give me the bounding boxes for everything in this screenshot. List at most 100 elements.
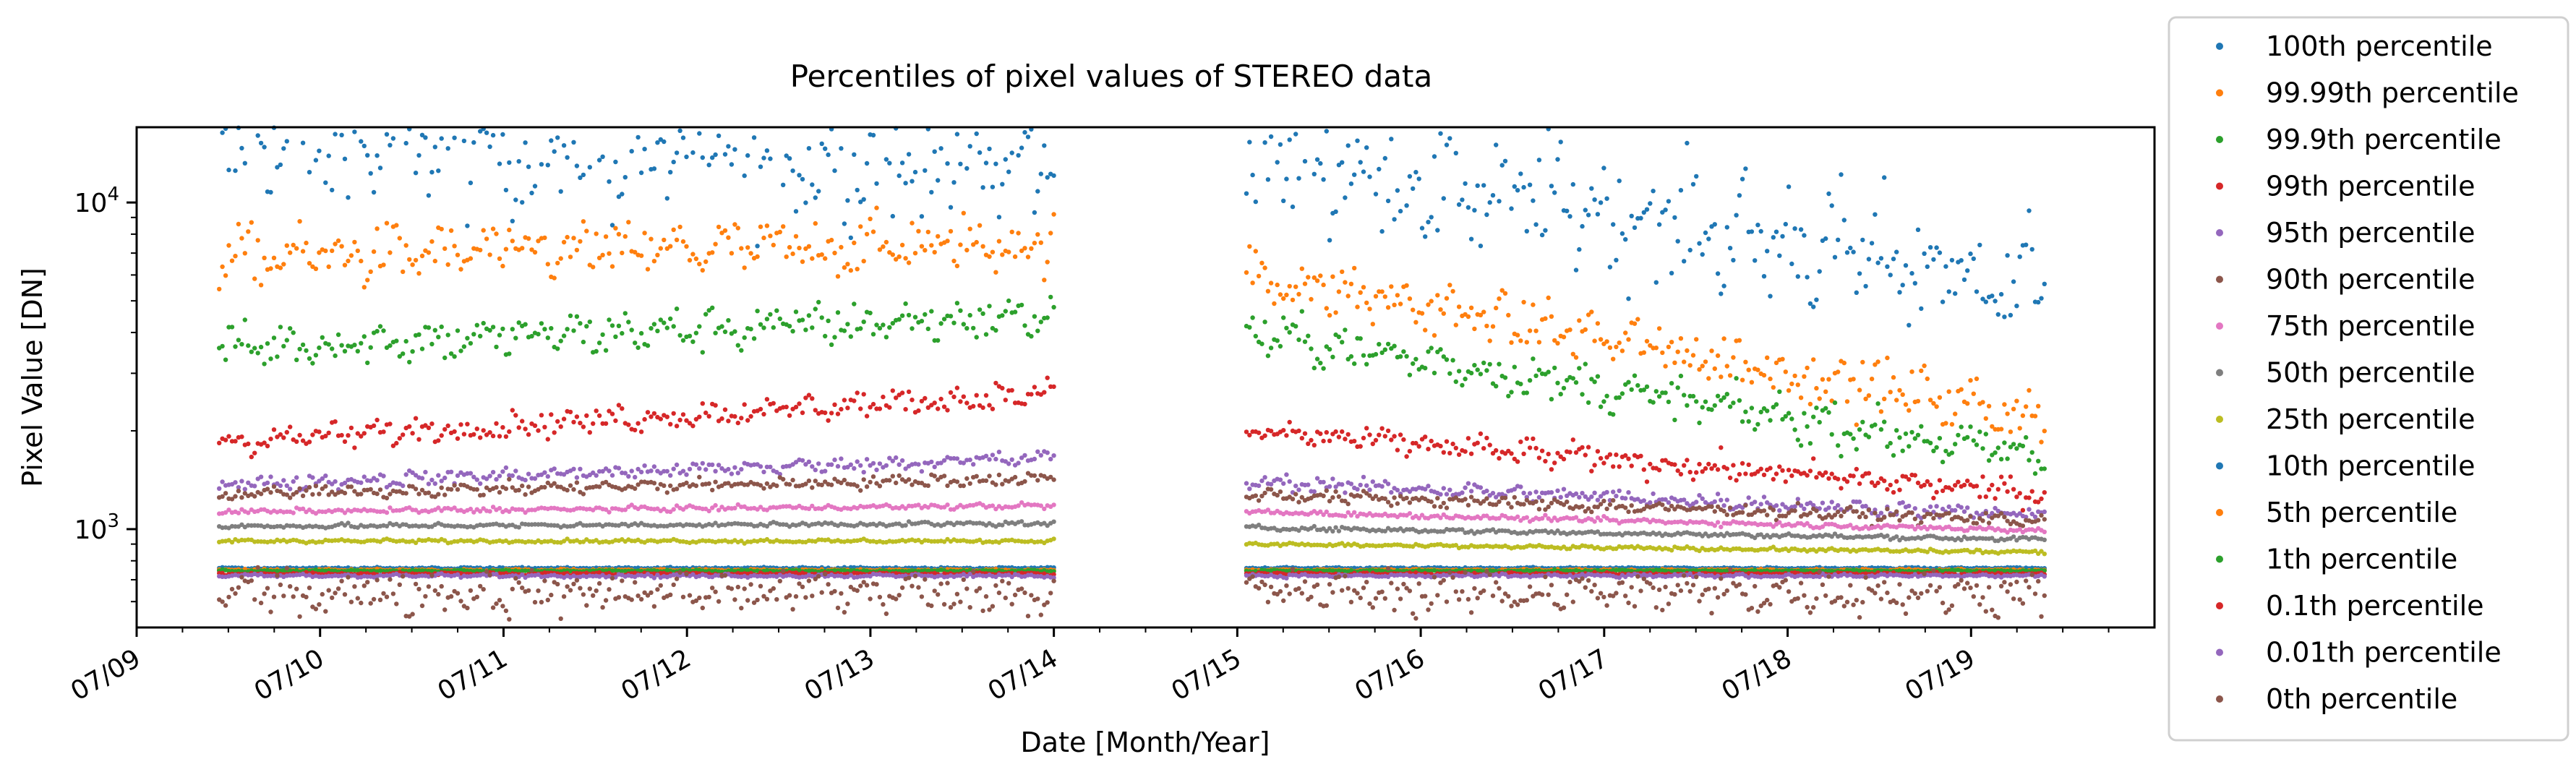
data-point — [1552, 338, 1557, 343]
data-point — [1682, 497, 1687, 502]
data-point — [899, 458, 905, 463]
data-point — [2014, 304, 2019, 309]
data-point — [1302, 158, 1308, 164]
data-point — [226, 325, 231, 330]
data-point — [471, 432, 476, 437]
data-point — [474, 322, 479, 327]
data-point — [217, 440, 222, 445]
data-point — [1983, 299, 1988, 304]
data-point — [442, 506, 448, 511]
data-point — [596, 468, 602, 474]
data-point — [300, 438, 306, 443]
data-point — [1761, 274, 1767, 279]
data-point — [971, 325, 976, 331]
data-point — [649, 326, 654, 331]
data-point — [813, 195, 818, 200]
data-point — [384, 523, 390, 528]
data-point — [868, 479, 873, 485]
data-point — [1573, 515, 1579, 520]
data-point — [1475, 498, 1480, 504]
data-point — [1746, 462, 1751, 468]
data-point — [545, 473, 550, 479]
data-point — [323, 248, 328, 254]
data-point — [1977, 242, 1982, 248]
data-point — [1518, 484, 1523, 489]
data-point — [729, 471, 735, 476]
data-point — [542, 470, 547, 475]
data-point — [471, 140, 476, 145]
data-point — [478, 129, 483, 134]
data-point — [980, 502, 985, 507]
data-point — [1965, 518, 1970, 523]
data-point — [545, 437, 550, 442]
data-point — [1894, 398, 1899, 403]
data-point — [816, 461, 821, 466]
data-point — [1311, 365, 1317, 371]
data-point — [1032, 241, 1037, 246]
data-point — [368, 487, 373, 492]
data-point — [368, 269, 373, 274]
data-point — [1940, 488, 1946, 494]
data-point — [600, 332, 605, 338]
data-point — [1651, 400, 1656, 405]
data-point — [1995, 312, 2001, 317]
data-point — [923, 168, 928, 173]
data-point — [536, 332, 541, 337]
data-point — [961, 483, 967, 489]
data-point — [1866, 257, 1872, 262]
data-point — [1922, 482, 1927, 488]
data-point — [607, 510, 612, 515]
data-point — [1669, 548, 1674, 553]
data-point — [2011, 487, 2016, 492]
data-point — [1998, 291, 2004, 297]
data-point — [1555, 380, 1560, 385]
data-point — [906, 312, 912, 318]
data-point — [890, 213, 896, 219]
data-point — [690, 252, 696, 257]
data-point — [1481, 499, 1486, 504]
data-point — [687, 466, 693, 472]
data-point — [1502, 495, 1508, 500]
data-point — [1278, 343, 1283, 349]
data-point — [974, 473, 979, 479]
data-point — [1311, 442, 1317, 447]
data-point — [1777, 464, 1782, 469]
data-point — [1253, 333, 1259, 339]
data-point — [1373, 351, 1379, 357]
data-point — [1743, 409, 1748, 414]
data-point — [487, 473, 492, 479]
data-point — [1411, 307, 1416, 312]
data-point — [910, 521, 915, 526]
data-point — [609, 323, 615, 328]
series-75th-percentile — [217, 500, 2047, 535]
data-point — [1709, 466, 1714, 471]
data-point — [1580, 223, 1585, 229]
data-point — [1703, 466, 1708, 471]
data-point — [938, 396, 943, 402]
data-point — [823, 479, 828, 484]
data-point — [468, 471, 474, 476]
data-point — [1426, 484, 1431, 489]
data-point — [894, 480, 899, 486]
data-point — [381, 262, 386, 267]
data-point — [335, 332, 341, 338]
data-point — [793, 404, 799, 410]
data-point — [912, 169, 918, 175]
data-point — [545, 163, 550, 168]
data-point — [1253, 249, 1259, 254]
data-point — [1398, 354, 1403, 359]
data-point — [1546, 504, 1551, 510]
data-point — [1244, 270, 1249, 275]
data-point — [1287, 330, 1292, 335]
data-point — [629, 539, 634, 544]
data-point — [771, 242, 776, 248]
data-point — [1878, 409, 1884, 414]
data-point — [1570, 351, 1575, 356]
data-point — [1352, 361, 1357, 367]
data-point — [1546, 295, 1551, 301]
data-point — [739, 539, 744, 544]
data-point — [1586, 506, 1591, 511]
data-point — [755, 309, 760, 314]
data-point — [793, 309, 799, 314]
data-point — [1370, 479, 1376, 484]
